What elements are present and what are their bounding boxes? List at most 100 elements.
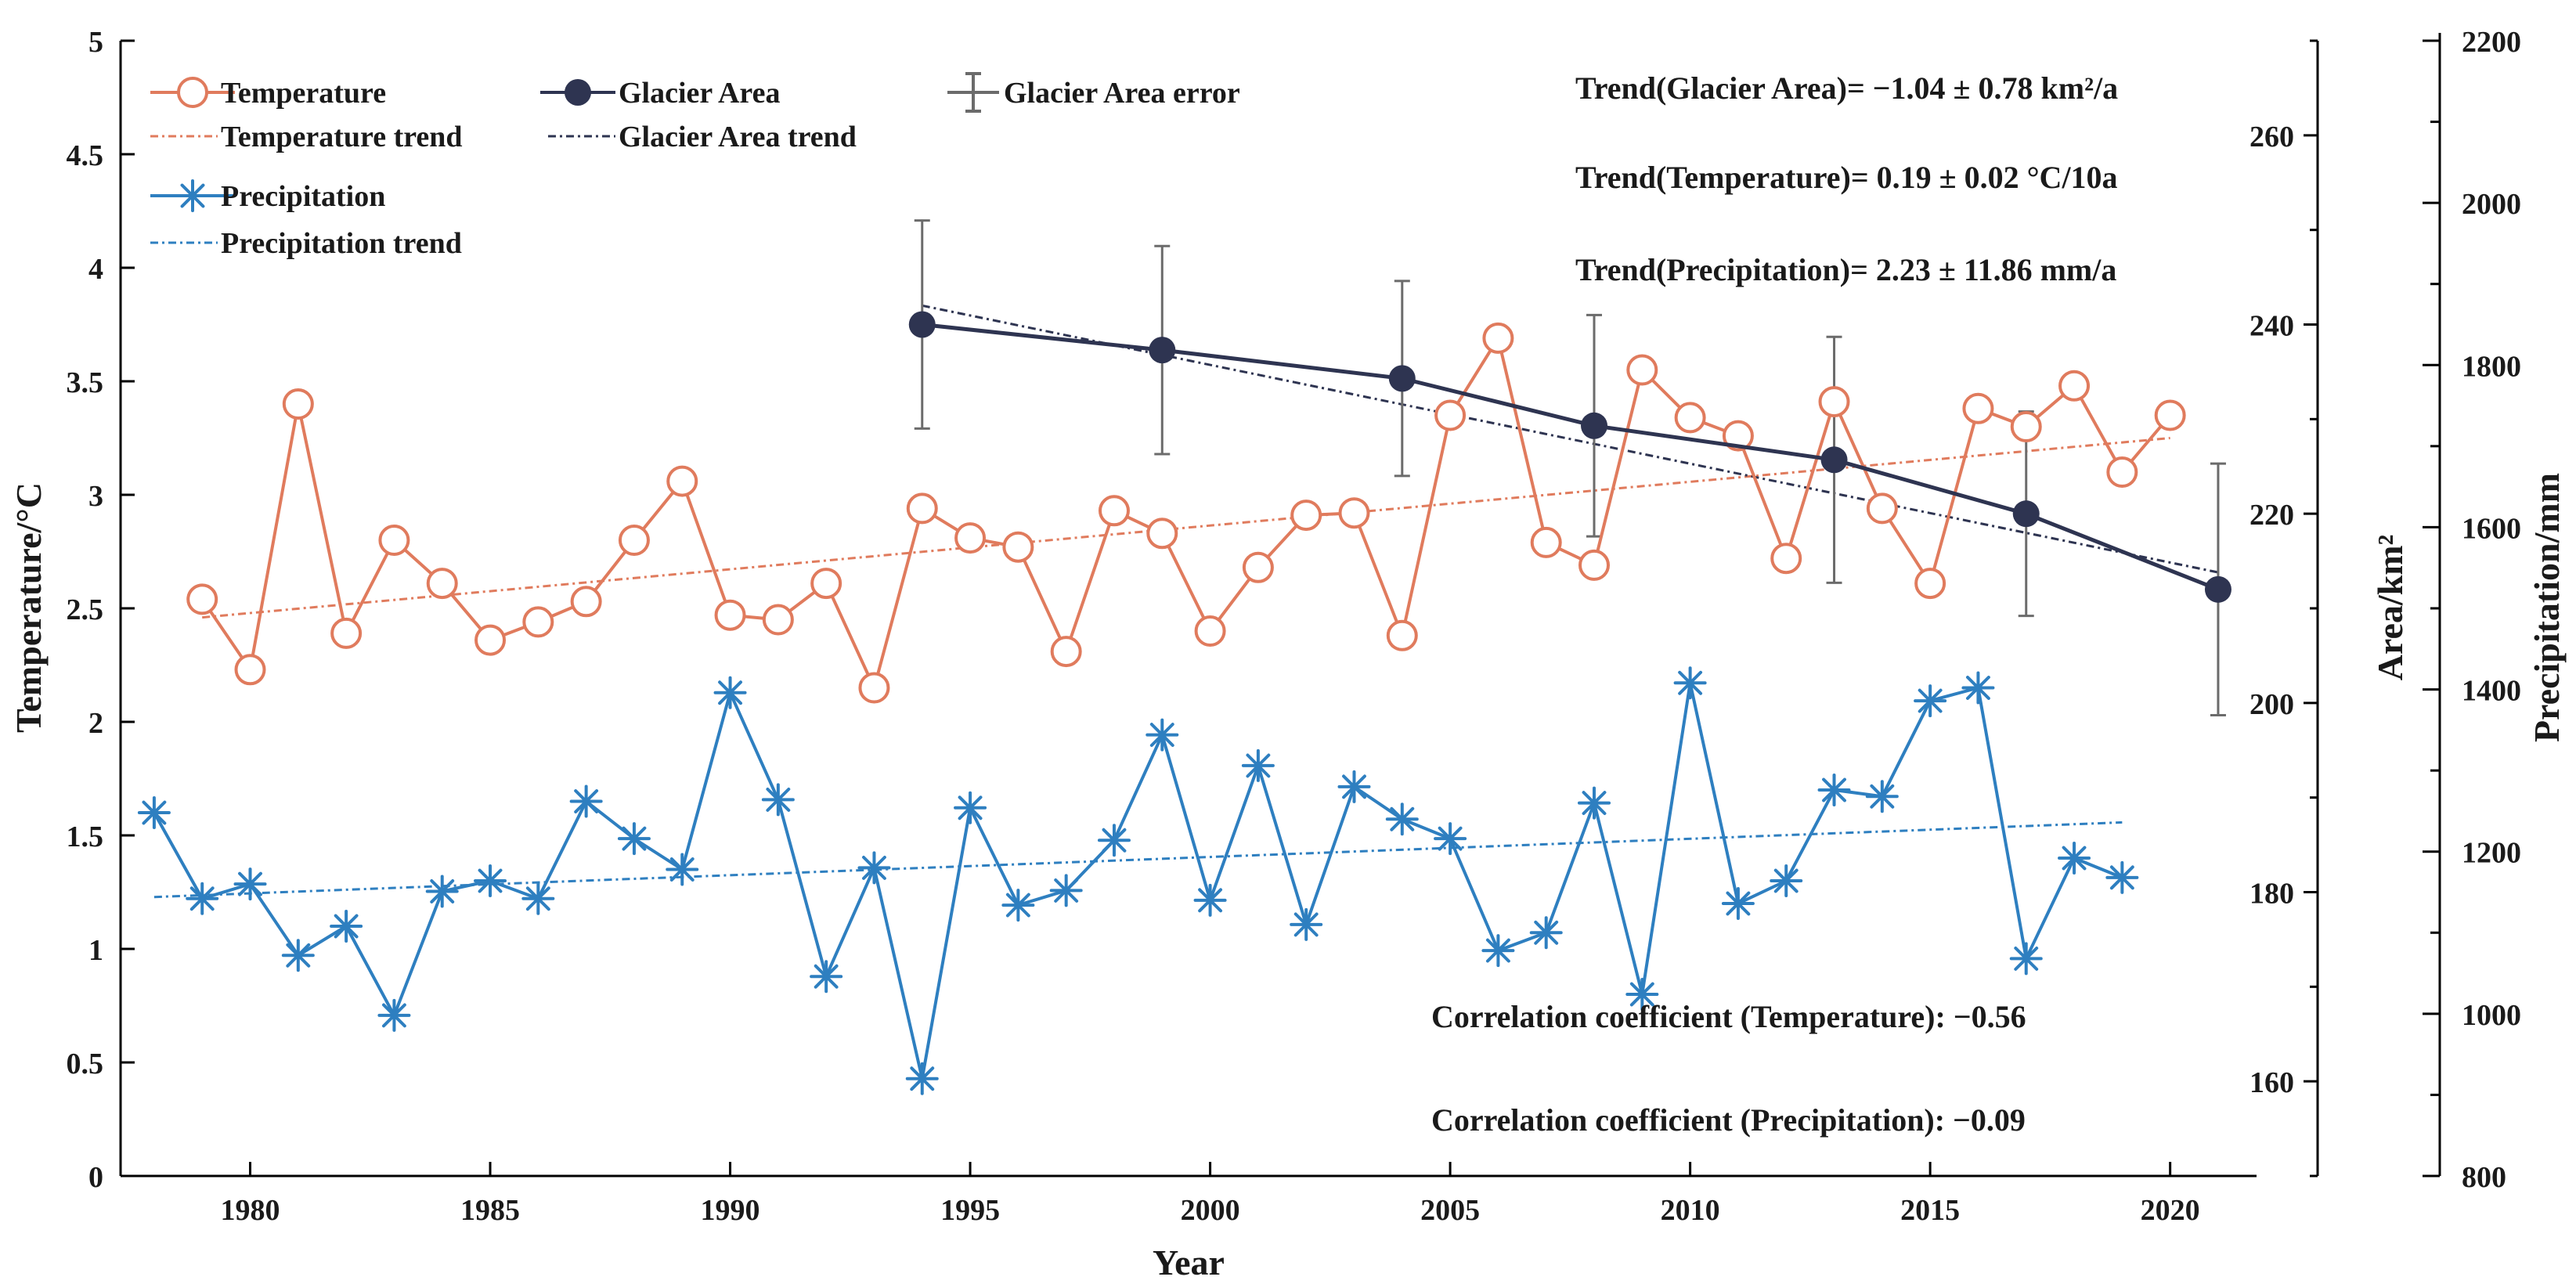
- precipitation-point: [1481, 934, 1515, 968]
- precipitation-point: [2058, 842, 2091, 875]
- temperature-point: [330, 617, 363, 649]
- glacier-area-point: [1581, 412, 1608, 439]
- area-tick-label-160: 160: [2249, 1066, 2294, 1099]
- area-axis-ticks: 160 180 200 220 240 260: [2249, 39, 2318, 1178]
- temperature-point: [1722, 420, 1754, 452]
- legend-item-glacier-area: Glacier Area: [540, 77, 780, 110]
- precipitation-point: [330, 910, 363, 943]
- precipitation-point: [474, 864, 507, 897]
- precipitation-point: [1049, 874, 1083, 907]
- legend-item-temperature: Temperature: [150, 77, 386, 110]
- precipitation-point: [810, 960, 843, 994]
- area-axis-title: Area/km²: [2370, 535, 2410, 681]
- x-tick-label-2005: 2005: [1420, 1194, 1480, 1227]
- data-series: [137, 311, 2231, 1095]
- legend-label-temperature-trend: Temperature trend: [221, 121, 463, 153]
- precipitation-point: [186, 882, 219, 915]
- temperature-point: [1866, 492, 1898, 525]
- temperature-trend-line: [202, 437, 2170, 619]
- precipitation-point: [1625, 978, 1659, 1011]
- x-tick-label-1980: 1980: [221, 1194, 280, 1227]
- temperature-point: [1626, 354, 1658, 386]
- area-tick-label-220: 220: [2249, 499, 2294, 532]
- temperature-point: [234, 654, 266, 686]
- precipitation-point: [2105, 860, 2139, 894]
- x-tick-label-2000: 2000: [1181, 1194, 1240, 1227]
- left-tick-label-0.5: 0.5: [67, 1048, 104, 1080]
- temperature-point: [2010, 411, 2042, 442]
- glacier-area-trend-line: [922, 304, 2219, 574]
- temperature-point: [1530, 526, 1562, 558]
- precipitation-line: [153, 681, 2123, 1080]
- temperature-point: [666, 465, 698, 497]
- temperature-point: [1674, 402, 1706, 434]
- temperature-point: [522, 606, 554, 638]
- temperature-point: [906, 492, 938, 525]
- x-tick-label-2015: 2015: [1900, 1194, 1960, 1227]
- legend: Temperature Glacier Area Glacier Area er…: [150, 72, 1240, 260]
- temperature-point: [858, 672, 890, 704]
- precipitation-point: [1961, 671, 1995, 705]
- temperature-point: [1434, 399, 1467, 431]
- precipitation-point: [1097, 824, 1131, 857]
- legend-item-precipitation-trend: Precipitation trend: [150, 227, 462, 260]
- precipitation-point: [1290, 907, 1323, 941]
- glacier-area-point: [908, 311, 936, 338]
- precip-tick-label-1800: 1800: [2462, 350, 2521, 383]
- glacier-area-point: [2204, 575, 2231, 603]
- temperature-point: [2106, 456, 2138, 488]
- left-axis-title: Temperature/°C: [9, 482, 49, 733]
- precipitation-point: [377, 998, 411, 1032]
- temperature-point: [1818, 386, 1850, 418]
- temperature-point: [186, 583, 218, 615]
- temperature-point: [378, 525, 410, 556]
- temperature-point: [1962, 392, 1994, 424]
- precipitation-point: [1721, 887, 1755, 920]
- annotations: Trend(Glacier Area)= −1.04 ± 0.78 km²/a …: [1431, 70, 2118, 1138]
- temperature-point: [1242, 551, 1274, 583]
- x-tick-label-2010: 2010: [1661, 1194, 1720, 1227]
- precipitation-point: [425, 875, 459, 908]
- precip-tick-label-1600: 1600: [2462, 512, 2521, 545]
- precipitation-point: [1193, 883, 1227, 917]
- precip-tick-label-800: 800: [2462, 1161, 2506, 1194]
- legend-item-precipitation: Precipitation: [150, 179, 385, 213]
- precipitation-point: [1385, 802, 1419, 836]
- temperature-point: [954, 522, 987, 554]
- precipitation-point: [1914, 684, 1947, 718]
- temperature-point: [714, 599, 746, 631]
- precipitation-point: [1434, 822, 1467, 856]
- trend-lines: [153, 304, 2219, 899]
- glacier-area-point: [2012, 500, 2040, 528]
- temperature-point: [810, 568, 842, 600]
- area-tick-label-240: 240: [2249, 310, 2294, 343]
- precipitation-point: [569, 784, 603, 818]
- temperature-point: [570, 586, 602, 618]
- glacier-area-point: [1820, 446, 1848, 474]
- temperature-point: [1146, 518, 1178, 550]
- precipitation-point: [1241, 748, 1275, 782]
- left-tick-label-1: 1: [88, 934, 103, 967]
- temperature-point: [1578, 549, 1611, 581]
- precipitation-axis-ticks: 800 1000 1200 1400 1600 1800 2000 2200: [2423, 26, 2521, 1194]
- glacier-area-point: [1149, 337, 1176, 364]
- legend-label-temperature: Temperature: [221, 77, 386, 110]
- precipitation-axis-title: Precipitation/mm: [2527, 473, 2567, 742]
- precip-tick-label-1000: 1000: [2462, 999, 2521, 1032]
- temperature-point: [1338, 497, 1370, 529]
- x-tick-label-1985: 1985: [460, 1194, 520, 1227]
- temperature-point: [618, 525, 650, 556]
- precipitation-point: [1770, 864, 1803, 897]
- annotation-trend-glacier-area: Trend(Glacier Area)= −1.04 ± 0.78 km²/a: [1575, 70, 2118, 106]
- precipitation-point: [521, 882, 555, 915]
- precipitation-point: [1673, 666, 1707, 700]
- legend-label-precipitation-trend: Precipitation trend: [221, 227, 462, 260]
- precipitation-point: [666, 853, 699, 886]
- precipitation-point: [1145, 718, 1179, 752]
- x-tick-label-1990: 1990: [701, 1194, 760, 1227]
- left-tick-label-4.5: 4.5: [67, 139, 104, 172]
- temperature-point: [2154, 399, 2186, 431]
- axes-frame: [119, 33, 2441, 1178]
- temperature-point: [762, 604, 794, 636]
- left-tick-label-2: 2: [88, 707, 103, 740]
